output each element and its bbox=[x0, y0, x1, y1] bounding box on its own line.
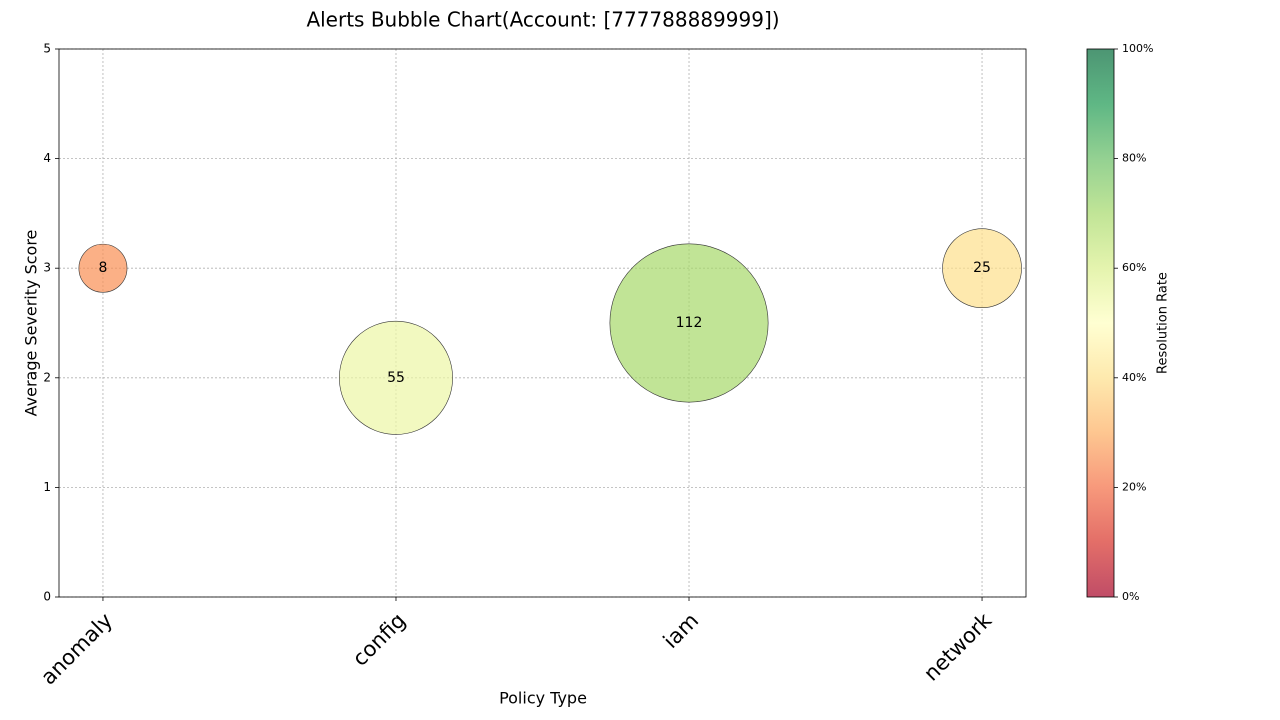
bubble-label: 55 bbox=[387, 370, 405, 386]
y-tick-label: 0 bbox=[43, 590, 51, 604]
x-tick-label: network bbox=[919, 608, 997, 686]
y-tick-label: 3 bbox=[43, 261, 51, 275]
x-tick-label: config bbox=[348, 608, 410, 670]
y-tick-label: 5 bbox=[43, 42, 51, 56]
x-tick-label: anomaly bbox=[36, 608, 117, 689]
colorbar-tick-label: 0% bbox=[1122, 590, 1139, 603]
colorbar-tick-label: 60% bbox=[1122, 261, 1146, 274]
colorbar-tick-label: 80% bbox=[1122, 152, 1146, 165]
bubbles bbox=[78, 228, 1022, 435]
colorbar-tick-label: 100% bbox=[1122, 42, 1153, 55]
bubble-label: 8 bbox=[98, 260, 107, 276]
plot-frame bbox=[58, 48, 1027, 598]
bubble bbox=[78, 243, 128, 293]
bubble bbox=[942, 228, 1022, 309]
x-tick-label: iam bbox=[659, 608, 704, 653]
bubble bbox=[609, 243, 769, 403]
bubble bbox=[339, 320, 453, 435]
chart-title: Alerts Bubble Chart(Account: [7777888899… bbox=[306, 8, 779, 32]
y-tick-label: 1 bbox=[43, 480, 51, 494]
colorbar-tick-label: 40% bbox=[1122, 371, 1146, 384]
y-tick-label: 2 bbox=[43, 370, 51, 384]
x-axis-label: Policy Type bbox=[499, 689, 587, 708]
bubble-label: 25 bbox=[973, 260, 991, 276]
bubble-label: 112 bbox=[676, 315, 703, 331]
colorbar bbox=[1086, 48, 1115, 598]
colorbar-label: Resolution Rate bbox=[1156, 272, 1171, 374]
colorbar-tick-label: 20% bbox=[1122, 480, 1146, 493]
y-axis-label: Average Severity Score bbox=[22, 230, 41, 417]
y-tick-label: 4 bbox=[43, 151, 51, 165]
